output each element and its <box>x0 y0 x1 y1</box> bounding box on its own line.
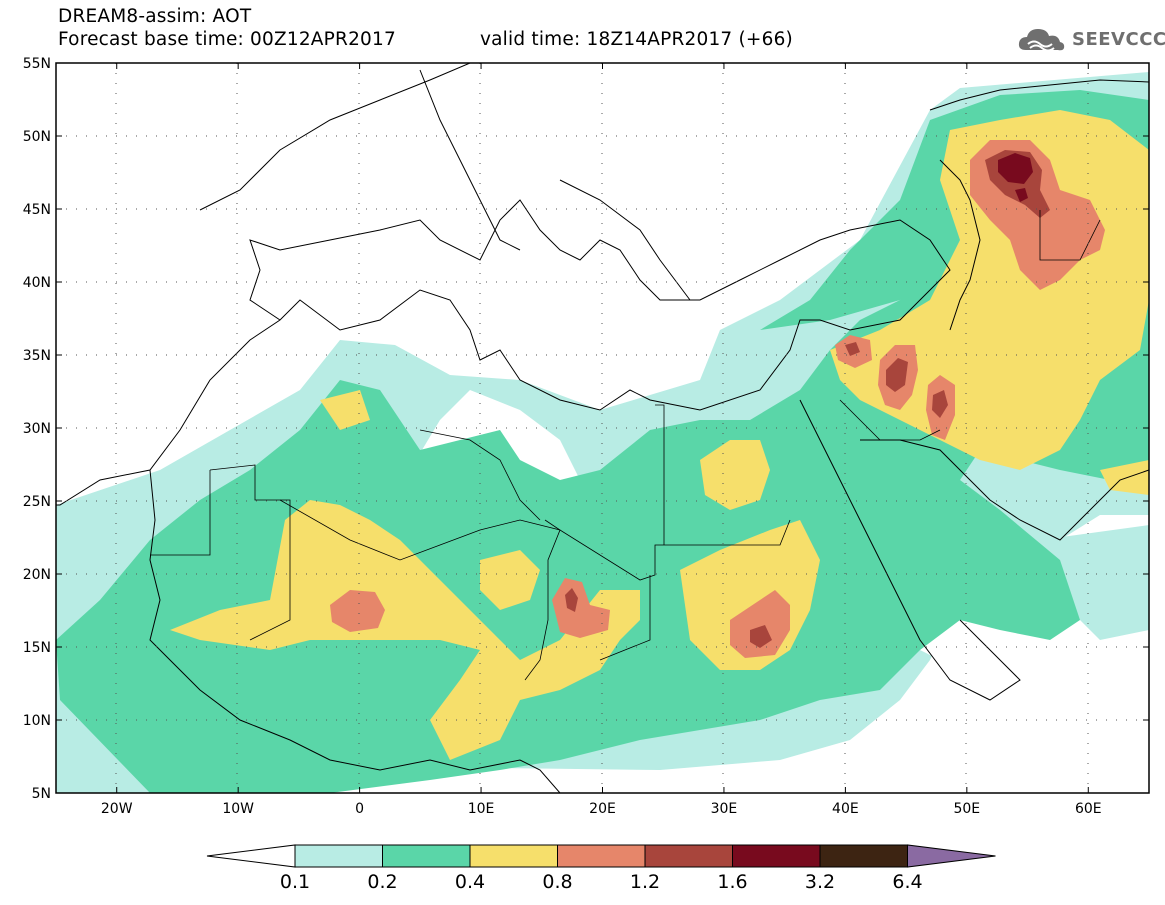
lat-tick-label: 30N <box>23 421 51 437</box>
lon-tick-label: 60E <box>1075 801 1102 817</box>
lat-tick-label: 25N <box>23 494 51 510</box>
lat-tick-label: 55N <box>23 56 51 72</box>
colorbar-label: 0.1 <box>280 871 310 893</box>
aot-field <box>56 63 1149 793</box>
lat-tick-label: 40N <box>23 275 51 291</box>
colorbar-segment <box>469 844 558 868</box>
valid-time: valid time: 18Z14APR2017 (+66) <box>480 29 793 50</box>
colorbar-segment <box>644 844 733 868</box>
colorbar-segment <box>819 844 908 868</box>
colorbar-segment <box>294 844 383 868</box>
colorbar-arrow-high <box>907 844 996 868</box>
colorbar-segment <box>382 844 471 868</box>
colorbar: 0.1 0.2 0.4 0.8 1.2 1.6 3.2 6.4 <box>206 844 996 893</box>
cloud-logo-icon <box>1018 29 1065 52</box>
lon-tick-label: 10E <box>468 801 495 817</box>
colorbar-label: 1.2 <box>630 871 660 893</box>
colorbar-label: 0.8 <box>542 871 572 893</box>
colorbar-label: 3.2 <box>805 871 835 893</box>
forecast-base-time: Forecast base time: 00Z12APR2017 <box>58 29 396 50</box>
lon-tick-label: 0 <box>355 801 364 817</box>
seevccc-logo: SEEVCCC <box>1016 24 1165 54</box>
political-borders <box>150 210 1101 681</box>
coastlines <box>56 63 1149 793</box>
lat-tick-label: 10N <box>23 713 51 729</box>
lon-tick-label: 30E <box>711 801 738 817</box>
lat-tick-label: 35N <box>23 348 51 364</box>
aot-band-1.6 <box>998 153 1033 202</box>
lat-tick-label: 15N <box>23 640 51 656</box>
colorbar-label: 0.4 <box>455 871 485 893</box>
lon-tick-label: 20E <box>589 801 616 817</box>
lat-tick-label: 20N <box>23 567 51 583</box>
graticule <box>56 63 1149 793</box>
lat-tick-label: 50N <box>23 129 51 145</box>
lat-tick-label: 45N <box>23 202 51 218</box>
logo-text: SEEVCCC <box>1072 28 1165 50</box>
lon-tick-label: 10W <box>222 801 254 817</box>
lon-tick-label: 50E <box>953 801 980 817</box>
lon-tick-label: 40E <box>832 801 859 817</box>
colorbar-arrow-low <box>206 844 296 868</box>
lon-tick-label: 20W <box>101 801 133 817</box>
colorbar-segment <box>557 844 646 868</box>
colorbar-label: 0.2 <box>367 871 397 893</box>
map-title: DREAM8-assim: AOT <box>58 6 252 27</box>
colorbar-segment <box>732 844 821 868</box>
axis-ticks: 55N 50N 45N 40N 35N 30N 25N 20N 15N 10N 5N 20W 10W 0 1… <box>23 56 1149 817</box>
colorbar-label: 1.6 <box>717 871 747 893</box>
lat-tick-label: 5N <box>32 786 51 802</box>
colorbar-label: 6.4 <box>892 871 922 893</box>
